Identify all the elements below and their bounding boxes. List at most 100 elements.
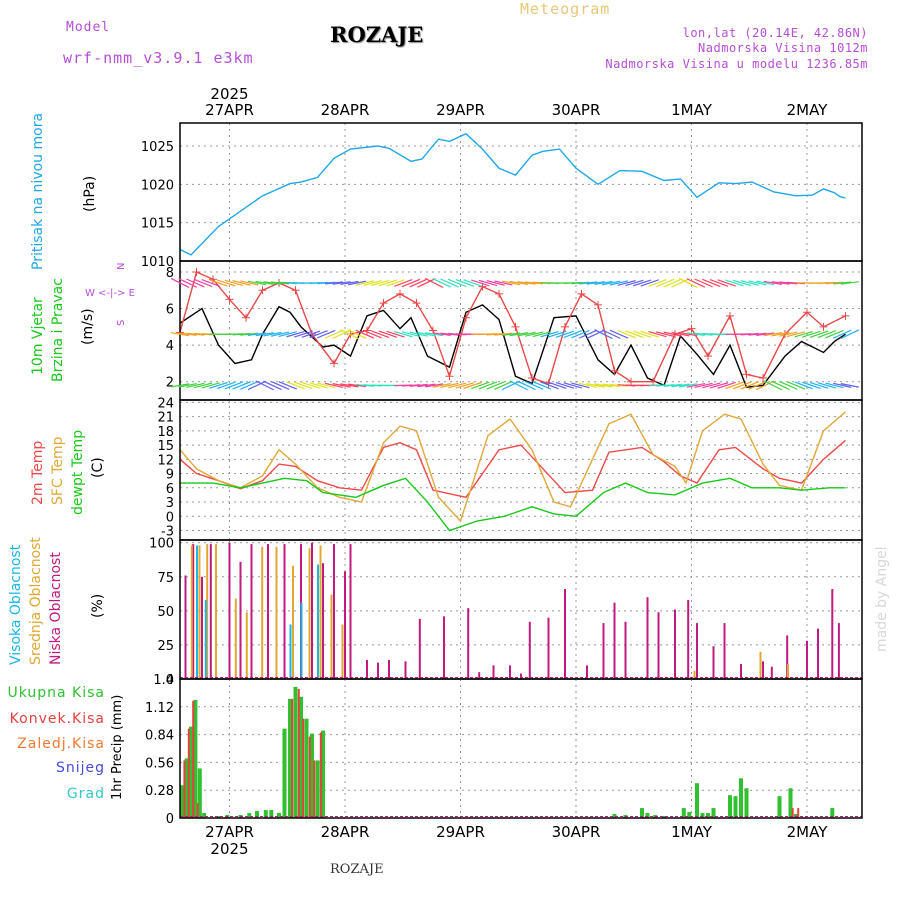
altitude-label: Nadmorska Visina 1012m — [698, 41, 868, 55]
bar-ukupna-kisa — [269, 810, 274, 818]
bar-ukupna-kisa — [197, 768, 202, 818]
gust-marker — [330, 359, 338, 368]
bar-niska — [674, 609, 676, 679]
wind-arrow — [571, 281, 590, 285]
wind-arrow — [463, 279, 482, 287]
wind-arrow — [486, 381, 505, 390]
bar-niska — [831, 589, 834, 679]
wind-arrow — [648, 278, 667, 287]
bar-ukupna-kisa — [255, 811, 259, 818]
gust-marker — [412, 299, 421, 308]
bar-ukupna-kisa — [662, 816, 666, 818]
wind-arrow — [263, 380, 282, 391]
bar-konvek-kisa — [791, 808, 794, 818]
wind-arrow — [694, 382, 713, 389]
bar-ukupna-kisa — [304, 718, 309, 818]
wind-arrow — [263, 331, 282, 337]
bar-ukupna-kisa — [288, 698, 292, 818]
wind-arrow — [178, 383, 197, 388]
wind-arrow — [463, 381, 482, 389]
bar-visoka — [204, 599, 207, 679]
wind-arrow — [594, 329, 613, 340]
wind-arrow — [471, 381, 490, 390]
wind-arrow — [648, 331, 667, 338]
bar-ukupna-kisa — [777, 796, 782, 818]
ytick-label: 6 — [166, 303, 174, 318]
wind-arrow — [255, 332, 274, 337]
panel-cloud: 0 25 50 75 100 — [149, 537, 863, 688]
wind-arrow — [232, 332, 251, 336]
bar-srednja — [292, 565, 294, 679]
wind-arrow — [240, 280, 259, 286]
gust-marker — [511, 322, 520, 331]
compass-we: W <-|-> E — [85, 288, 135, 299]
wind-arrow — [709, 382, 729, 389]
wind-arrow — [678, 277, 698, 288]
bar-niska — [806, 640, 808, 679]
bar-niska — [443, 616, 445, 679]
gust-marker — [726, 311, 734, 320]
wind-arrow — [555, 330, 575, 338]
day-label-bottom: 29APR — [436, 823, 485, 841]
bar-niska — [492, 665, 495, 679]
wind-arrow — [401, 331, 421, 338]
wind-arrow — [340, 329, 359, 340]
model-label: Model — [66, 20, 111, 35]
wind-arrow — [663, 278, 683, 288]
bar-srednja — [330, 594, 333, 679]
bar-niska — [311, 542, 313, 679]
wind-arrow — [486, 280, 505, 286]
wind-arrow — [632, 279, 652, 287]
wind-arrow — [771, 380, 790, 391]
wind-arrow — [525, 331, 544, 337]
wind-arrow — [193, 382, 213, 389]
wind-arrow — [186, 382, 205, 388]
gust-marker — [841, 311, 850, 320]
ytick-label: 0 — [166, 510, 174, 525]
bar-ukupna-kisa — [728, 795, 732, 818]
bar-niska — [564, 589, 566, 679]
wind-arrow — [455, 278, 475, 287]
wind-arrow — [609, 280, 629, 286]
wind-arrow — [417, 278, 436, 288]
wind-arrow — [378, 279, 398, 287]
wind-arrow — [347, 329, 367, 339]
wind-arrow — [617, 280, 636, 286]
ytick-label: 1.4 — [153, 673, 174, 688]
wind-arrow — [632, 330, 652, 338]
wind-arrow — [255, 280, 274, 286]
bar-konvek-kisa — [187, 728, 190, 818]
wind-arrow — [779, 380, 798, 390]
wind-arrow — [324, 281, 344, 285]
gust-marker — [594, 300, 602, 309]
wind-arrow — [517, 380, 536, 391]
ytick-label: 0 — [166, 673, 174, 688]
series-2m-temp — [179, 439, 846, 499]
wind-arrow — [286, 381, 305, 390]
ytick-label: 50 — [157, 605, 174, 620]
wind-arrow — [340, 383, 359, 388]
bar-niska — [740, 664, 742, 679]
bar-niska — [404, 661, 407, 679]
wind-arrow — [532, 381, 552, 390]
wind-arrow — [301, 330, 321, 338]
bar-niska — [377, 662, 379, 679]
wind-arrow — [640, 279, 659, 287]
wind-arrow — [240, 380, 259, 390]
wind-arrow — [317, 281, 336, 285]
bar-ukupna-kisa — [744, 788, 749, 818]
wind-arrow — [840, 383, 860, 388]
lonlat-label: lon,lat (20.14E, 42.86N) — [682, 26, 868, 40]
ytick-label: 0.56 — [145, 756, 174, 771]
wind-arrow — [425, 332, 444, 337]
day-label-bottom: 30APR — [552, 823, 601, 841]
bar-niska — [547, 617, 550, 679]
bar-srednja — [198, 545, 201, 679]
wind-arrow — [671, 383, 690, 388]
wind-arrow — [755, 380, 775, 391]
wind-arrow — [825, 382, 844, 389]
wind-arrow — [663, 331, 682, 337]
wind-arrow — [748, 332, 767, 336]
ytick-label: 0 — [166, 812, 174, 827]
page-title: ROZAJE — [330, 22, 424, 47]
